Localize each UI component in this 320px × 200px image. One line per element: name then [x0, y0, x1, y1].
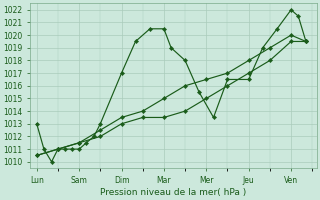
X-axis label: Pression niveau de la mer( hPa ): Pression niveau de la mer( hPa ) — [100, 188, 247, 197]
